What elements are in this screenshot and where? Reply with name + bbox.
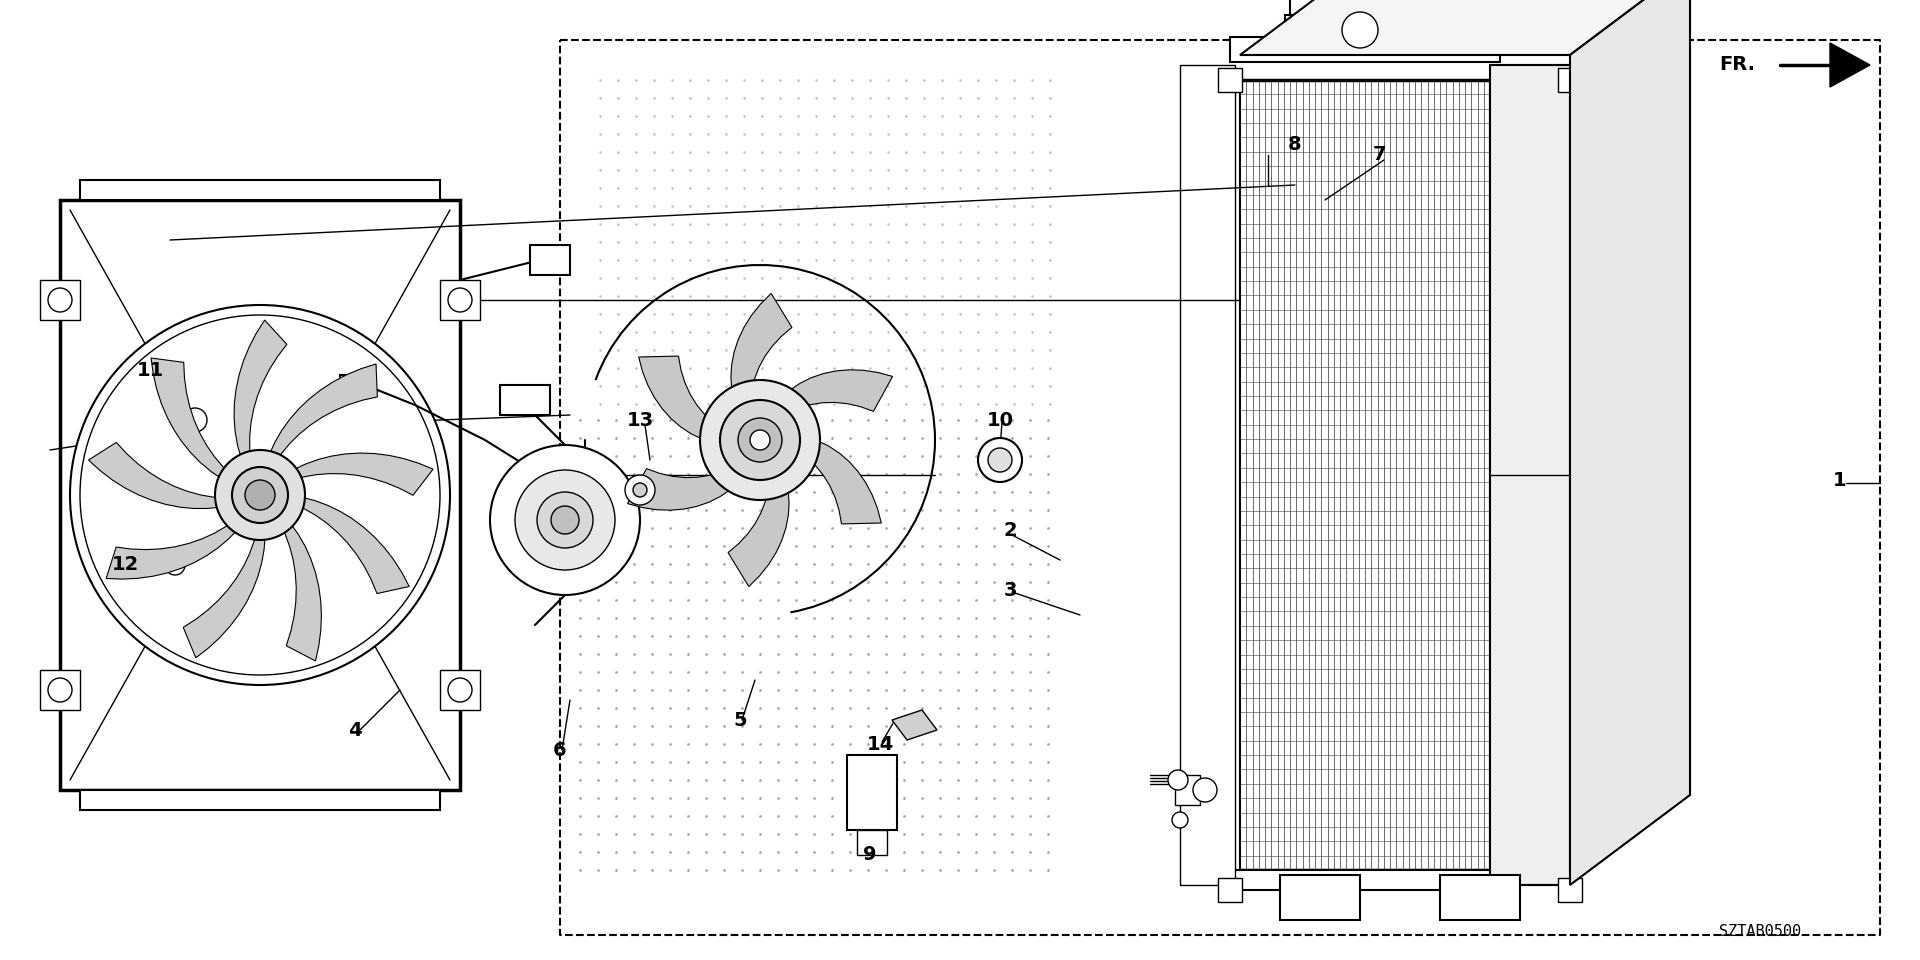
Circle shape: [737, 418, 781, 462]
Circle shape: [1192, 778, 1217, 802]
Polygon shape: [152, 358, 255, 492]
Circle shape: [246, 480, 275, 510]
Circle shape: [538, 492, 593, 548]
Polygon shape: [1830, 43, 1870, 87]
Bar: [1181, 65, 1235, 885]
Bar: [440, 670, 480, 710]
Text: 2: 2: [1002, 520, 1018, 540]
Text: 14: 14: [866, 735, 893, 755]
Polygon shape: [267, 495, 409, 593]
Circle shape: [977, 438, 1021, 482]
Circle shape: [165, 555, 184, 575]
Bar: [1440, 875, 1521, 920]
Circle shape: [1342, 12, 1379, 48]
Polygon shape: [1571, 0, 1690, 885]
Polygon shape: [758, 370, 893, 444]
Circle shape: [490, 445, 639, 595]
Text: 7: 7: [1373, 146, 1386, 164]
Bar: [499, 385, 549, 415]
Text: 3: 3: [1004, 581, 1018, 599]
Circle shape: [48, 678, 73, 702]
Circle shape: [81, 315, 440, 675]
Text: 10: 10: [987, 411, 1014, 429]
Bar: [1217, 68, 1242, 92]
Polygon shape: [265, 453, 434, 495]
Bar: [1557, 68, 1582, 92]
Bar: [1231, 37, 1500, 62]
Polygon shape: [732, 294, 791, 444]
Circle shape: [551, 506, 580, 534]
Polygon shape: [1240, 0, 1690, 55]
Polygon shape: [728, 436, 789, 587]
Bar: [340, 375, 371, 395]
Text: SZTAB0500: SZTAB0500: [1718, 924, 1801, 940]
Text: 4: 4: [348, 721, 361, 739]
Bar: [530, 245, 570, 275]
Bar: [440, 280, 480, 320]
Polygon shape: [234, 320, 286, 490]
Circle shape: [48, 288, 73, 312]
Text: 9: 9: [864, 846, 877, 865]
Polygon shape: [88, 443, 253, 509]
Polygon shape: [893, 710, 937, 740]
Bar: [1290, 0, 1331, 15]
Text: 12: 12: [111, 556, 138, 574]
Text: 13: 13: [626, 411, 653, 429]
Text: 8: 8: [1288, 135, 1302, 155]
Text: 1: 1: [1834, 470, 1847, 490]
Circle shape: [182, 408, 207, 432]
Bar: [81, 790, 440, 810]
Polygon shape: [106, 500, 255, 579]
Circle shape: [447, 288, 472, 312]
Bar: [1281, 875, 1359, 920]
Bar: [1217, 878, 1242, 902]
Text: 11: 11: [136, 361, 163, 379]
Text: FR.: FR.: [1718, 56, 1755, 75]
Circle shape: [751, 430, 770, 450]
Bar: [40, 280, 81, 320]
Circle shape: [720, 400, 801, 480]
Bar: [1175, 775, 1200, 805]
Circle shape: [626, 475, 655, 505]
Circle shape: [515, 470, 614, 570]
Bar: [1231, 870, 1500, 890]
Polygon shape: [261, 364, 378, 490]
Circle shape: [1171, 812, 1188, 828]
Polygon shape: [755, 435, 881, 524]
Circle shape: [701, 380, 820, 500]
Circle shape: [989, 448, 1012, 472]
Bar: [1557, 878, 1582, 902]
Polygon shape: [182, 501, 265, 658]
Bar: [1284, 15, 1334, 45]
Bar: [40, 670, 81, 710]
Polygon shape: [628, 436, 762, 510]
Bar: [847, 755, 897, 830]
Text: 5: 5: [733, 710, 747, 730]
Circle shape: [634, 483, 647, 497]
Circle shape: [447, 678, 472, 702]
Polygon shape: [639, 356, 764, 445]
Bar: [1490, 65, 1571, 885]
Bar: [81, 180, 440, 200]
Circle shape: [232, 467, 288, 523]
Circle shape: [1167, 770, 1188, 790]
Bar: [60, 200, 461, 790]
Text: 6: 6: [553, 740, 566, 759]
Circle shape: [215, 450, 305, 540]
Bar: [856, 830, 887, 855]
Circle shape: [69, 305, 449, 685]
Polygon shape: [263, 499, 321, 661]
